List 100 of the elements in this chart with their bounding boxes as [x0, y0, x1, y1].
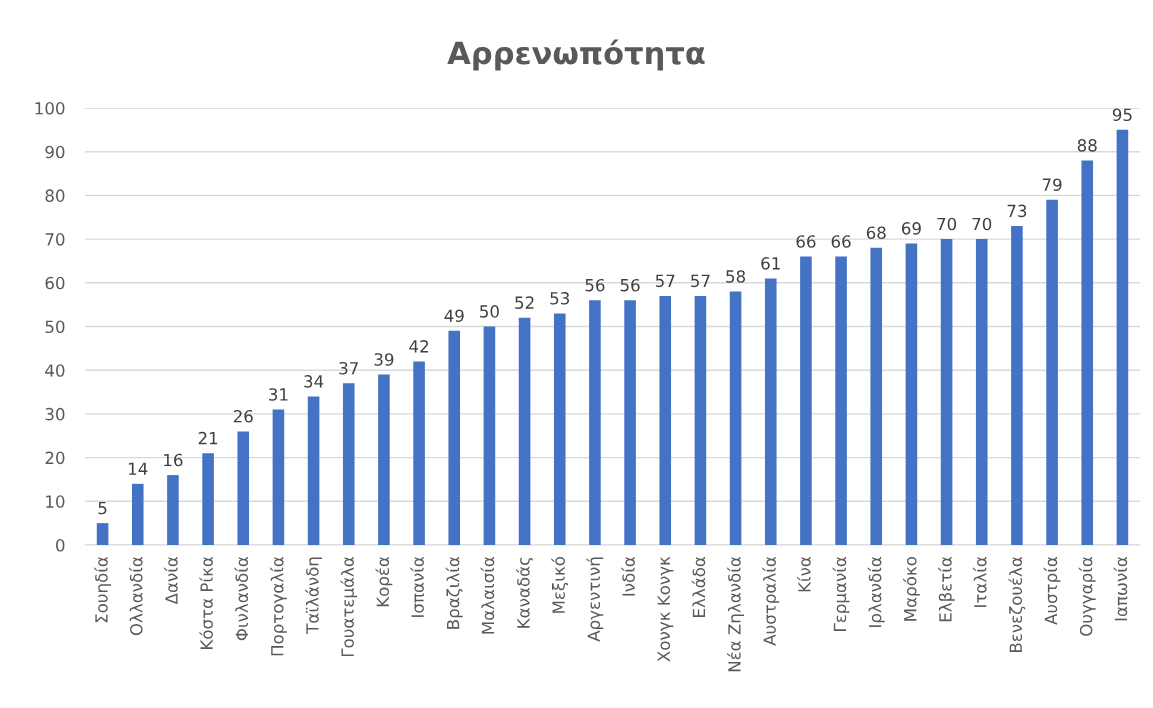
bar	[96, 523, 109, 545]
x-tick-label: Χονγκ Κονγκ	[657, 556, 674, 662]
y-tick-label: 40	[45, 364, 65, 377]
x-tick-label: Ιαπωνία	[1113, 556, 1128, 621]
bar	[694, 295, 707, 545]
data-label: 69	[901, 222, 921, 235]
x-tick-label: Κορέα	[375, 556, 393, 607]
data-label: 56	[620, 278, 640, 292]
bar	[659, 295, 672, 545]
data-label: 57	[691, 274, 710, 288]
data-label: 79	[1042, 178, 1062, 191]
y-tick-label: 60	[45, 276, 65, 290]
data-label: 5	[98, 501, 107, 515]
y-tick-label: 80	[45, 189, 65, 202]
x-tick-label: Ιρλανδία	[867, 556, 885, 627]
x-tick-label: Ισπανία	[410, 556, 424, 617]
data-label: 34	[304, 375, 324, 388]
bar	[272, 409, 285, 545]
data-label: 42	[409, 340, 429, 353]
bar	[764, 278, 777, 545]
y-tick-label: 0	[56, 538, 65, 552]
y-tick-label: 50	[45, 320, 65, 334]
bar	[1046, 199, 1058, 545]
data-label: 49	[444, 309, 464, 323]
x-tick-label: Κίνα	[797, 556, 811, 592]
bar	[1116, 129, 1129, 545]
y-tick-label: 70	[45, 233, 65, 246]
x-tick-label: Ολλανδία	[129, 556, 143, 636]
data-label: 16	[164, 453, 183, 467]
data-label: 68	[866, 226, 886, 240]
bar	[905, 243, 918, 545]
bar	[589, 300, 601, 545]
x-tick-label: Πορτογαλία	[270, 556, 287, 656]
x-tick-label: Βραζιλία	[445, 556, 463, 629]
bar	[342, 383, 355, 545]
data-label: 37	[339, 361, 358, 375]
data-label: 88	[1077, 139, 1097, 152]
bar	[940, 239, 953, 545]
y-tick-label: 90	[45, 145, 65, 159]
y-tick-label: 10	[46, 495, 65, 508]
data-label: 58	[726, 270, 746, 283]
data-label: 26	[233, 409, 253, 423]
data-label: 61	[761, 257, 780, 270]
bar	[975, 239, 988, 545]
data-label: 70	[972, 217, 992, 231]
bar	[1081, 160, 1094, 545]
bar	[448, 330, 461, 545]
x-tick-label: Μεξικό	[551, 557, 569, 613]
bar	[131, 483, 144, 545]
x-tick-label: Ταϊλάνδη	[305, 557, 322, 634]
data-label: 56	[585, 278, 605, 292]
x-tick-label: Σουηδία	[94, 556, 111, 623]
bar	[378, 374, 390, 545]
bar	[202, 453, 214, 545]
x-tick-label: Αυστραλία	[762, 556, 780, 646]
y-tick-label: 20	[45, 451, 65, 465]
data-label: 70	[937, 217, 957, 231]
x-tick-label: Κόστα Ρίκα	[199, 556, 213, 649]
x-tick-label: Μαρόκο	[903, 557, 920, 621]
x-tick-label: Ελλάδα	[691, 556, 706, 617]
bar	[237, 431, 250, 545]
y-tick-label: 100	[35, 101, 65, 115]
x-tick-label: Δανία	[164, 556, 178, 605]
bar	[1011, 225, 1023, 545]
bar	[518, 317, 531, 545]
x-tick-label: Γουατεμάλα	[340, 556, 358, 657]
x-tick-label: Ελβετία	[938, 556, 955, 622]
y-tick-label: 30	[45, 407, 65, 421]
bar	[835, 256, 847, 545]
data-label: 21	[198, 431, 218, 445]
x-tick-label: Ουγγαρία	[1078, 556, 1096, 636]
data-label: 95	[1112, 108, 1132, 122]
bar	[553, 313, 566, 545]
x-tick-label: Αργεντινή	[586, 557, 604, 642]
bar	[800, 256, 812, 545]
bar	[729, 291, 742, 545]
x-tick-label: Φινλανδία	[234, 556, 249, 641]
x-tick-label: Γερμανία	[832, 556, 850, 631]
data-label: 39	[374, 353, 394, 366]
bar	[870, 247, 883, 545]
data-label: 66	[831, 235, 851, 248]
bar	[413, 361, 425, 545]
chart-title: Αρρενωπότητα	[447, 39, 705, 71]
data-label: 73	[1007, 204, 1027, 218]
x-tick-label: Μαλαισία	[480, 556, 495, 634]
data-label: 57	[655, 274, 675, 288]
data-label: 50	[480, 305, 499, 318]
data-label: 14	[128, 462, 148, 475]
bar	[624, 300, 636, 545]
data-label: 53	[550, 292, 570, 305]
bar	[307, 396, 320, 545]
bar	[483, 326, 496, 545]
x-tick-label: Βενεζουέλα	[1008, 556, 1026, 652]
x-tick-label: Νέα Ζηλανδία	[727, 556, 744, 672]
x-tick-label: Ινδία	[621, 556, 635, 596]
data-label: 66	[796, 235, 816, 248]
data-label: 52	[515, 296, 534, 309]
x-tick-label: Αυστρία	[1043, 556, 1061, 625]
data-label: 31	[269, 388, 288, 401]
x-tick-label: Καναδάς	[516, 557, 533, 628]
